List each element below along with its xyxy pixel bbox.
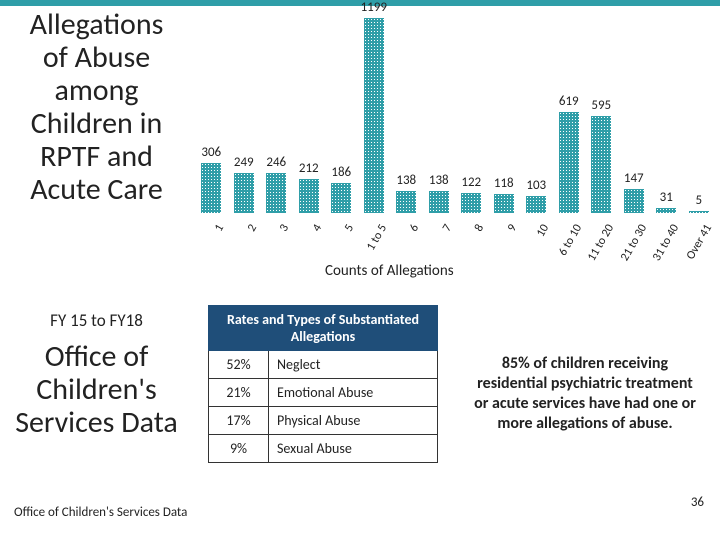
- bar: 122: [461, 193, 481, 213]
- x-tick-label: Over 41: [684, 222, 715, 262]
- bar: 619: [559, 112, 579, 213]
- bar-value-label: 186: [311, 165, 371, 180]
- slide-number: 36: [691, 495, 704, 510]
- bar-fill: [559, 112, 579, 213]
- bar-fill: [494, 194, 514, 213]
- rates-table: Rates and Types of Substantiated Allegat…: [208, 305, 438, 463]
- bar-fill: [331, 183, 351, 213]
- bar: 212: [299, 179, 319, 213]
- bar: 118: [494, 194, 514, 213]
- bar-value-label: 1199: [344, 0, 404, 15]
- bar: 186: [331, 183, 351, 213]
- bar: 103: [526, 196, 546, 213]
- rate-cell: 21%: [209, 379, 269, 407]
- x-tick-label: 10: [534, 222, 552, 240]
- bar-value-label: 5: [669, 193, 720, 208]
- bar-value-label: 147: [604, 171, 664, 186]
- bar: 249: [234, 173, 254, 213]
- bar-fill: [396, 191, 416, 213]
- footnote: Office of Children's Services Data: [14, 505, 187, 520]
- x-tick-label: 1 to 5: [364, 222, 390, 253]
- bar: 31: [656, 208, 676, 213]
- bar-fill: [201, 163, 221, 213]
- summary-note: 85% of children receiving residential ps…: [470, 354, 700, 434]
- bar: 138: [429, 191, 449, 213]
- x-tick-label: 7: [440, 222, 455, 234]
- x-tick-label: 9: [505, 222, 520, 234]
- page-title: Allegations of Abuse among Children in R…: [14, 8, 179, 206]
- table-row: 21%Emotional Abuse: [209, 379, 438, 407]
- type-cell: Neglect: [269, 351, 438, 379]
- bar-fill: [526, 196, 546, 213]
- bar: 5: [689, 211, 709, 213]
- x-tick-label: 2: [245, 222, 260, 234]
- bar-fill: [299, 179, 319, 213]
- bar-fill: [266, 173, 286, 213]
- bar-value-label: 595: [571, 98, 631, 113]
- table-row: 9%Sexual Abuse: [209, 435, 438, 463]
- table-row: 52%Neglect: [209, 351, 438, 379]
- bar-fill: [429, 191, 449, 213]
- allegations-bar-chart: 3062492462121861199138138122118103619595…: [195, 18, 715, 278]
- rate-cell: 9%: [209, 435, 269, 463]
- chart-x-labels: 1 2 3 4 5 1 to 5 6 7 8 9 106 to 1011 to 2021 to 30…: [195, 218, 715, 273]
- bar: 138: [396, 191, 416, 213]
- chart-plot-area: 3062492462121861199138138122118103619595…: [195, 18, 715, 213]
- bar: 306: [201, 163, 221, 213]
- type-cell: Sexual Abuse: [269, 435, 438, 463]
- bar-fill: [234, 173, 254, 213]
- x-tick-label: 11 to 20: [585, 222, 617, 264]
- x-tick-label: 1: [212, 222, 227, 234]
- type-cell: Emotional Abuse: [269, 379, 438, 407]
- bar-fill: [656, 208, 676, 213]
- rate-cell: 17%: [209, 407, 269, 435]
- slide: Allegations of Abuse among Children in R…: [0, 0, 720, 540]
- bar-fill: [461, 193, 481, 213]
- x-tick-label: 6 to 10: [556, 222, 585, 258]
- bar-value-label: 103: [506, 178, 566, 193]
- table-header: Rates and Types of Substantiated Allegat…: [209, 306, 438, 351]
- x-tick-label: 4: [310, 222, 325, 234]
- x-tick-label: 3: [277, 222, 292, 234]
- x-tick-label: 31 to 40: [650, 222, 682, 264]
- office-title: Office of Children's Services Data: [14, 340, 179, 439]
- table-row: 17%Physical Abuse: [209, 407, 438, 435]
- bar-fill: [591, 116, 611, 213]
- chart-x-axis-title: Counts of Allegations: [325, 262, 454, 280]
- page-subtitle: FY 15 to FY18: [14, 310, 179, 331]
- rate-cell: 52%: [209, 351, 269, 379]
- bar: 595: [591, 116, 611, 213]
- x-tick-label: 5: [342, 222, 357, 234]
- x-tick-label: 6: [407, 222, 422, 234]
- bar: 246: [266, 173, 286, 213]
- type-cell: Physical Abuse: [269, 407, 438, 435]
- x-tick-label: 8: [472, 222, 487, 234]
- bar-fill: [689, 211, 709, 213]
- x-tick-label: 21 to 30: [618, 222, 650, 264]
